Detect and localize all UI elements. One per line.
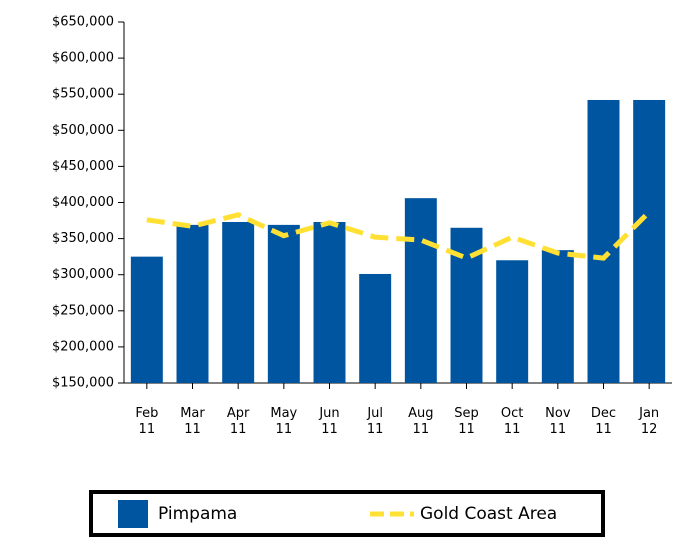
bar [587,99,620,383]
y-tick-label: $150,000 [52,376,114,391]
y-tick-label: $450,000 [52,159,114,174]
x-tick-label: Aug 11 [408,406,434,437]
bar [176,224,209,383]
bar [130,256,163,383]
line [146,210,651,261]
x-tick-label: May 11 [270,406,298,437]
legend-box [89,490,605,537]
bar [222,221,255,383]
x-tick-label: Sep 11 [454,406,479,437]
bar [633,99,666,383]
x-tick-label: Mar 11 [180,406,205,437]
x-tick-label: Dec 11 [590,406,617,437]
x-tick-label: Jul 11 [366,406,384,437]
x-tick-label: Feb 11 [135,406,159,437]
y-tick-label: $250,000 [52,303,114,318]
legend-label: Gold Coast Area [420,504,557,524]
legend-swatch [118,500,148,528]
y-tick-label: $200,000 [52,339,114,354]
x-tick-label: Oct 11 [500,406,524,437]
y-tick-label: $400,000 [52,195,114,210]
y-tick-label: $650,000 [52,15,114,30]
x-tick-label: Nov 11 [545,406,571,437]
y-tick-label: $550,000 [52,87,114,102]
bar [496,260,529,383]
bar [541,250,574,383]
y-tick-label: $350,000 [52,231,114,246]
y-tick-label: $300,000 [52,267,114,282]
x-tick-label: Jan 12 [639,406,660,437]
y-tick-label: $600,000 [52,51,114,66]
bar [267,224,300,383]
bar [404,198,437,383]
legend-label: Pimpama [158,504,237,524]
x-tick-label: Jun 11 [319,406,340,437]
bar [313,221,346,383]
y-tick-label: $500,000 [52,123,114,138]
x-tick-label: Apr 11 [226,406,250,437]
bar [359,273,392,383]
